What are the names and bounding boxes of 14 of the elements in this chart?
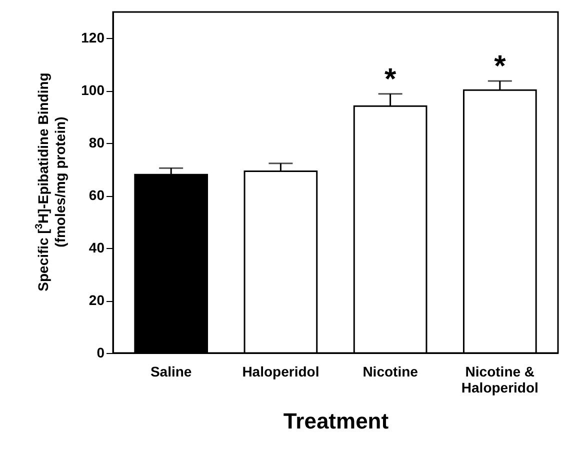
annotation: * xyxy=(384,62,396,96)
y-tick-label: 40 xyxy=(88,240,105,256)
x-tick-label: Haloperidol xyxy=(242,364,320,380)
x-tick-label: Nicotine & Haloperidol xyxy=(461,364,538,396)
y-tick-label: 20 xyxy=(88,292,105,308)
y-tick-label: 80 xyxy=(88,134,105,151)
y-tick-label: 120 xyxy=(81,30,105,46)
y-tick-label: 60 xyxy=(88,187,105,204)
x-axis-title: Treatment xyxy=(283,408,390,434)
x-tick-label: Nicotine xyxy=(362,364,418,380)
annotation: * xyxy=(494,50,506,83)
y-tick-label: 100 xyxy=(81,82,105,98)
y-tick-label: 0 xyxy=(96,344,105,360)
x-tick-label: Saline xyxy=(150,364,192,380)
